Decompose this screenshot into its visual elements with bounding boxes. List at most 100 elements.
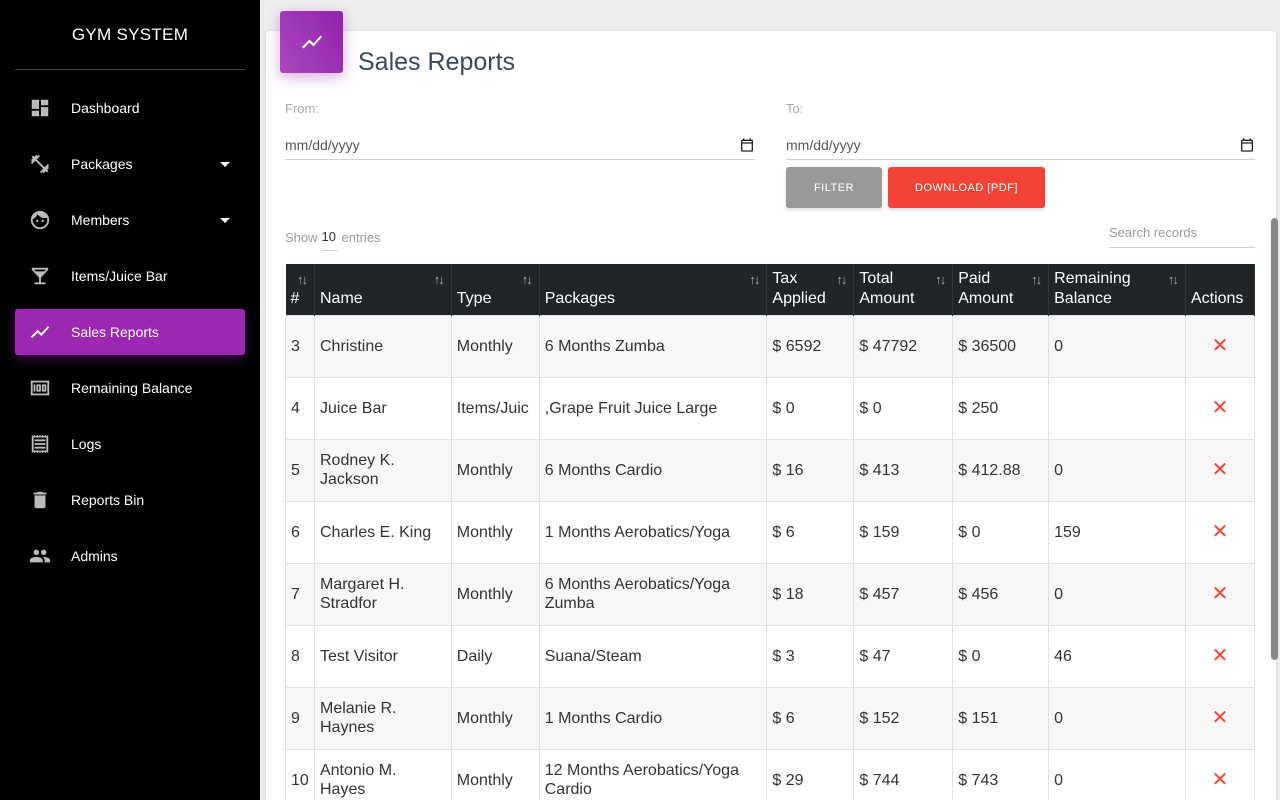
from-label: From:	[285, 101, 319, 116]
sidebar-item-label: Packages	[71, 156, 133, 172]
table-cell: 0	[1048, 562, 1186, 626]
sidebar-item-label: Members	[71, 212, 130, 228]
actions-cell: ✕	[1184, 376, 1256, 440]
table-cell: 8	[285, 624, 315, 688]
sort-icon[interactable]: ↑↓	[749, 272, 760, 287]
table-row: 10 Antonio M. Hayes Monthly 12 Months Aerob…	[285, 748, 1256, 800]
table-cell: $ 16	[766, 438, 855, 502]
calendar-icon[interactable]	[1239, 137, 1255, 153]
table-cell: $ 36500	[952, 314, 1050, 378]
sort-icon[interactable]: ↑↓	[1031, 272, 1042, 287]
table-cell: 0	[1048, 438, 1186, 502]
column-header-id[interactable]: # ↑↓	[285, 264, 315, 315]
sidebar-item-label: Reports Bin	[71, 492, 145, 508]
trending-icon	[29, 321, 51, 343]
sidebar-nav: Dashboard Packages Members Items/Juice B…	[0, 70, 260, 579]
trending-icon	[280, 11, 343, 73]
actions-cell: ✕	[1184, 500, 1256, 564]
table-cell: Melanie R. Haynes	[313, 686, 452, 750]
table-row: 7 Margaret H. Stradfor Monthly 6 Months Aer…	[285, 562, 1256, 626]
face-icon	[29, 209, 51, 231]
sidebar-item-packages[interactable]: Packages	[15, 141, 245, 187]
to-date-value: mm/dd/yyyy	[786, 136, 861, 153]
table-cell: Charles E. King	[313, 500, 452, 564]
column-header-name[interactable]: Name ↑↓	[314, 264, 452, 315]
download-pdf-button[interactable]: DOWNLOAD [PDF]	[888, 167, 1045, 208]
table-row: 6 Charles E. King Monthly 1 Months Aerobati…	[285, 500, 1256, 564]
sidebar-item-logs[interactable]: Logs	[15, 421, 245, 467]
table-cell: $ 159	[853, 500, 954, 564]
table-cell: $ 47	[853, 624, 954, 688]
search-input[interactable]: Search records	[1109, 218, 1255, 248]
sidebar-item-reports-bin[interactable]: Reports Bin	[15, 477, 245, 523]
table-cell: $ 743	[952, 748, 1050, 800]
table-cell: Monthly	[450, 314, 540, 378]
table-cell: $ 0	[952, 500, 1050, 564]
table-cell: Monthly	[450, 500, 540, 564]
from-date-input[interactable]: mm/dd/yyyy	[285, 130, 755, 160]
show-entries: Show 10 entries	[285, 223, 381, 251]
delete-icon[interactable]: ✕	[1211, 458, 1229, 481]
sort-icon[interactable]: ↑↓	[1167, 272, 1179, 287]
delete-icon[interactable]: ✕	[1211, 644, 1229, 667]
calendar-icon[interactable]	[739, 137, 755, 153]
table-cell: $ 0	[853, 376, 954, 440]
chevron-down-icon	[220, 162, 230, 167]
table-cell: $ 152	[853, 686, 954, 750]
table-cell: $ 250	[952, 376, 1050, 440]
to-label: To:	[786, 101, 804, 116]
column-header-total[interactable]: Total Amount ↑↓	[853, 264, 954, 315]
table-cell: 1 Months Cardio	[538, 686, 768, 750]
delete-icon[interactable]: ✕	[1211, 520, 1229, 543]
table-cell: $ 0	[952, 624, 1050, 688]
chevron-down-icon	[220, 218, 230, 223]
table-cell: $ 151	[952, 686, 1050, 750]
delete-icon[interactable]: ✕	[1211, 768, 1229, 791]
column-header-packages[interactable]: Packages ↑↓	[539, 264, 768, 315]
table-cell: 0	[1048, 748, 1186, 800]
table-cell: $ 6592	[766, 314, 855, 378]
delete-icon[interactable]: ✕	[1211, 334, 1229, 357]
column-header-tax[interactable]: Tax Applied ↑↓	[766, 264, 855, 315]
sort-icon[interactable]: ↑↓	[296, 272, 308, 287]
actions-cell: ✕	[1184, 748, 1256, 800]
sidebar-item-admins[interactable]: Admins	[15, 533, 245, 579]
table-cell: $ 29	[766, 748, 855, 800]
table-cell: $ 456	[952, 562, 1050, 626]
sales-table: # ↑↓ Name ↑↓ Type ↑↓ Packages ↑↓ Tax Applied…	[285, 264, 1256, 800]
table-cell: 0	[1048, 686, 1186, 750]
table-cell: 159	[1048, 500, 1186, 564]
sidebar-item-label: Logs	[71, 436, 102, 452]
sort-icon[interactable]: ↑↓	[836, 272, 847, 287]
sidebar-item-members[interactable]: Members	[15, 197, 245, 243]
sort-icon[interactable]: ↑↓	[935, 272, 946, 287]
sidebar-item-label: Sales Reports	[71, 324, 159, 340]
table-cell: Monthly	[450, 438, 540, 502]
filter-button[interactable]: FILTER	[786, 167, 882, 208]
sidebar-item-juice-bar[interactable]: Items/Juice Bar	[15, 253, 245, 299]
scrollbar[interactable]	[1271, 218, 1278, 660]
money-icon	[29, 377, 51, 399]
sidebar-item-sales-reports[interactable]: Sales Reports	[15, 309, 245, 355]
to-date-input[interactable]: mm/dd/yyyy	[786, 130, 1255, 160]
delete-icon[interactable]: ✕	[1211, 706, 1229, 729]
sort-icon[interactable]: ↑↓	[521, 272, 533, 287]
table-cell: 10	[285, 748, 315, 800]
delete-icon[interactable]: ✕	[1211, 582, 1229, 605]
column-header-remaining[interactable]: Remaining Balance ↑↓	[1048, 264, 1186, 315]
table-header-row: # ↑↓ Name ↑↓ Type ↑↓ Packages ↑↓ Tax Applied…	[285, 264, 1256, 315]
sort-icon[interactable]: ↑↓	[433, 272, 445, 287]
table-cell	[1048, 376, 1186, 440]
column-header-paid[interactable]: Paid Amount ↑↓	[952, 264, 1050, 315]
table-row: 9 Melanie R. Haynes Monthly 1 Months Cardio…	[285, 686, 1256, 750]
entries-select[interactable]: 10	[321, 223, 338, 251]
delete-icon[interactable]: ✕	[1211, 396, 1229, 419]
sidebar-item-label: Remaining Balance	[71, 380, 193, 396]
table-cell: $ 6	[766, 500, 855, 564]
column-header-type[interactable]: Type ↑↓	[451, 264, 540, 315]
sidebar-item-remaining-balance[interactable]: Remaining Balance	[15, 365, 245, 411]
sidebar-item-dashboard[interactable]: Dashboard	[15, 85, 245, 131]
table-cell: Antonio M. Hayes	[313, 748, 452, 800]
table-cell: Christine	[313, 314, 452, 378]
table-cell: Suana/Steam	[538, 624, 768, 688]
